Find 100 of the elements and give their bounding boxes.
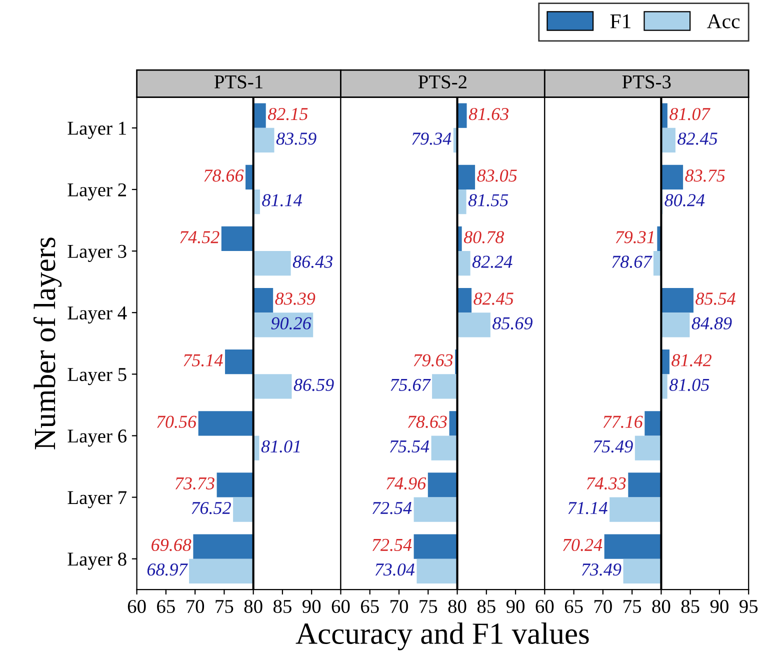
data-label: 78.63 bbox=[408, 416, 447, 428]
x-tick-label: 90 bbox=[506, 600, 525, 614]
data-label: 81.01 bbox=[261, 440, 300, 453]
bar bbox=[216, 472, 254, 498]
data-label: 84.89 bbox=[692, 317, 732, 330]
data-label: 83.05 bbox=[477, 170, 517, 182]
bar bbox=[661, 128, 676, 153]
x-tick-label: 80 bbox=[244, 600, 262, 614]
bar bbox=[253, 374, 292, 399]
data-label: 80.24 bbox=[664, 194, 705, 206]
data-label: 70.56 bbox=[157, 416, 196, 428]
y-tick-label: Layer 8 bbox=[68, 552, 126, 570]
data-label: 80.78 bbox=[464, 231, 504, 244]
data-label: 79.31 bbox=[616, 231, 654, 244]
x-tick-label: 75 bbox=[216, 600, 234, 614]
x-tick-label: 70 bbox=[594, 600, 612, 614]
data-label: 74.96 bbox=[386, 477, 426, 490]
data-label: 74.33 bbox=[586, 477, 626, 490]
bar bbox=[253, 103, 266, 128]
y-tick-label: Layer 1 bbox=[68, 122, 126, 139]
data-label: 86.43 bbox=[292, 256, 333, 268]
bar bbox=[233, 497, 254, 522]
data-label: 73.49 bbox=[582, 564, 622, 576]
x-tick-label: 75 bbox=[420, 600, 438, 614]
bar bbox=[661, 312, 690, 338]
chart-title: PTS-3 bbox=[622, 75, 671, 88]
bar bbox=[623, 558, 662, 584]
x-tick-label: 65 bbox=[157, 600, 175, 614]
data-label: 82.45 bbox=[474, 292, 514, 305]
data-label: 82.15 bbox=[268, 108, 308, 120]
data-label: 75.54 bbox=[390, 440, 430, 453]
x-tick-label: 90 bbox=[710, 600, 728, 614]
bar bbox=[428, 472, 458, 498]
bar bbox=[661, 164, 684, 190]
bar bbox=[457, 312, 490, 338]
bar bbox=[414, 534, 458, 559]
bar bbox=[253, 288, 274, 313]
x-tick-label: 80 bbox=[652, 600, 670, 614]
x-tick-label: 75 bbox=[624, 600, 642, 614]
data-label: 82.24 bbox=[472, 256, 512, 268]
y-axis-title: Number of layers bbox=[33, 238, 62, 450]
data-label: 70.24 bbox=[563, 538, 602, 552]
data-label: 73.04 bbox=[375, 563, 415, 576]
y-tick-label: Layer 7 bbox=[68, 491, 127, 508]
data-label: 75.49 bbox=[594, 440, 633, 453]
data-label: 82.45 bbox=[678, 132, 718, 145]
data-label: 90.26 bbox=[271, 317, 312, 330]
data-label: 85.69 bbox=[492, 317, 533, 330]
x-tick-label: 70 bbox=[390, 600, 408, 614]
data-label: 72.54 bbox=[372, 502, 412, 514]
y-tick-label: Layer 5 bbox=[68, 368, 126, 386]
data-label: 81.42 bbox=[672, 354, 712, 366]
data-label: 78.67 bbox=[612, 256, 652, 268]
data-label: 83.59 bbox=[276, 132, 316, 145]
data-label: 74.52 bbox=[180, 231, 220, 244]
bar bbox=[221, 226, 254, 252]
data-label: 75.67 bbox=[390, 378, 431, 392]
x-axis-title: Accuracy and F1 values bbox=[296, 622, 589, 650]
chart-title: PTS-2 bbox=[418, 75, 466, 88]
x-tick-label: 60 bbox=[128, 600, 146, 614]
data-label: 81.05 bbox=[669, 378, 710, 392]
bar bbox=[225, 350, 254, 374]
bar bbox=[198, 411, 254, 436]
y-tick-label: Layer 3 bbox=[68, 244, 126, 262]
data-label: 76.52 bbox=[192, 502, 231, 514]
y-tick-label: Layer 2 bbox=[68, 183, 126, 200]
x-tick-label: 95 bbox=[740, 600, 758, 614]
data-label: 81.07 bbox=[670, 108, 710, 120]
data-label: 81.63 bbox=[468, 108, 509, 120]
x-tick-label: 60 bbox=[536, 600, 554, 614]
bar bbox=[604, 534, 662, 559]
data-label: 79.63 bbox=[414, 354, 453, 366]
bar bbox=[644, 411, 662, 436]
data-label: 77.16 bbox=[603, 416, 643, 428]
data-label: 86.59 bbox=[294, 378, 334, 392]
legend-label: Acc bbox=[706, 14, 740, 28]
x-tick-label: 60 bbox=[332, 600, 350, 614]
y-tick-label: Layer 6 bbox=[68, 430, 126, 447]
bar bbox=[431, 436, 458, 460]
data-label: 83.75 bbox=[685, 170, 725, 182]
data-label: 81.55 bbox=[468, 194, 508, 206]
chart-title: PTS-1 bbox=[214, 75, 262, 88]
bar bbox=[628, 472, 662, 498]
data-label: 72.54 bbox=[372, 538, 412, 552]
bar bbox=[610, 497, 662, 522]
data-label: 75.14 bbox=[184, 354, 223, 366]
bar bbox=[416, 558, 458, 584]
bar bbox=[432, 374, 458, 399]
x-tick-label: 65 bbox=[360, 600, 379, 614]
data-label: 78.66 bbox=[204, 170, 244, 182]
bar bbox=[661, 288, 694, 313]
x-tick-label: 65 bbox=[564, 600, 583, 614]
bar bbox=[253, 128, 274, 153]
bar bbox=[189, 558, 254, 584]
bar bbox=[457, 164, 476, 190]
data-label: 68.97 bbox=[147, 563, 188, 576]
x-tick-label: 70 bbox=[186, 600, 204, 614]
data-label: 79.34 bbox=[412, 132, 452, 145]
x-tick-label: 90 bbox=[302, 600, 321, 614]
bar bbox=[253, 251, 291, 276]
